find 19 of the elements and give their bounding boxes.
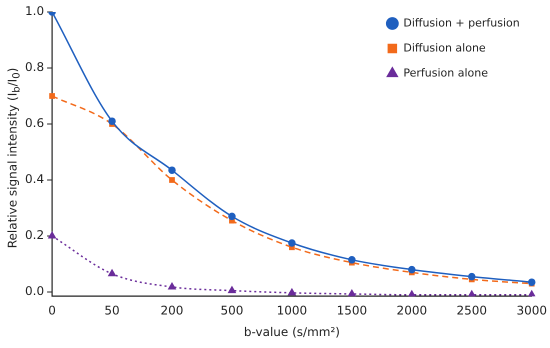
- y-tick-label: 0.6: [24, 116, 44, 130]
- legend-label: Diffusion alone: [403, 41, 486, 54]
- legend-label: Diffusion + perfusion: [403, 16, 520, 30]
- x-tick-label: 500: [220, 304, 244, 318]
- x-axis-title: b-value (s/mm²): [244, 324, 340, 339]
- x-tick-label: 2000: [396, 304, 428, 318]
- x-tick-label: 1500: [336, 304, 368, 318]
- x-tick-label: 0: [48, 304, 56, 318]
- y-tick-label: 0.8: [24, 60, 44, 74]
- y-tick-label: 0.2: [24, 228, 44, 242]
- x-tick-label: 3000: [516, 304, 548, 318]
- x-tick-label: 2500: [456, 304, 488, 318]
- y-tick-label: 1.0: [24, 4, 44, 18]
- y-tick-label: 0.4: [24, 172, 44, 186]
- y-tick-label: 0.0: [24, 284, 44, 298]
- x-tick-label: 50: [104, 304, 120, 318]
- legend-label: Perfusion alone: [403, 66, 488, 80]
- x-tick-label: 200: [160, 304, 184, 318]
- x-tick-label: 1000: [276, 304, 308, 318]
